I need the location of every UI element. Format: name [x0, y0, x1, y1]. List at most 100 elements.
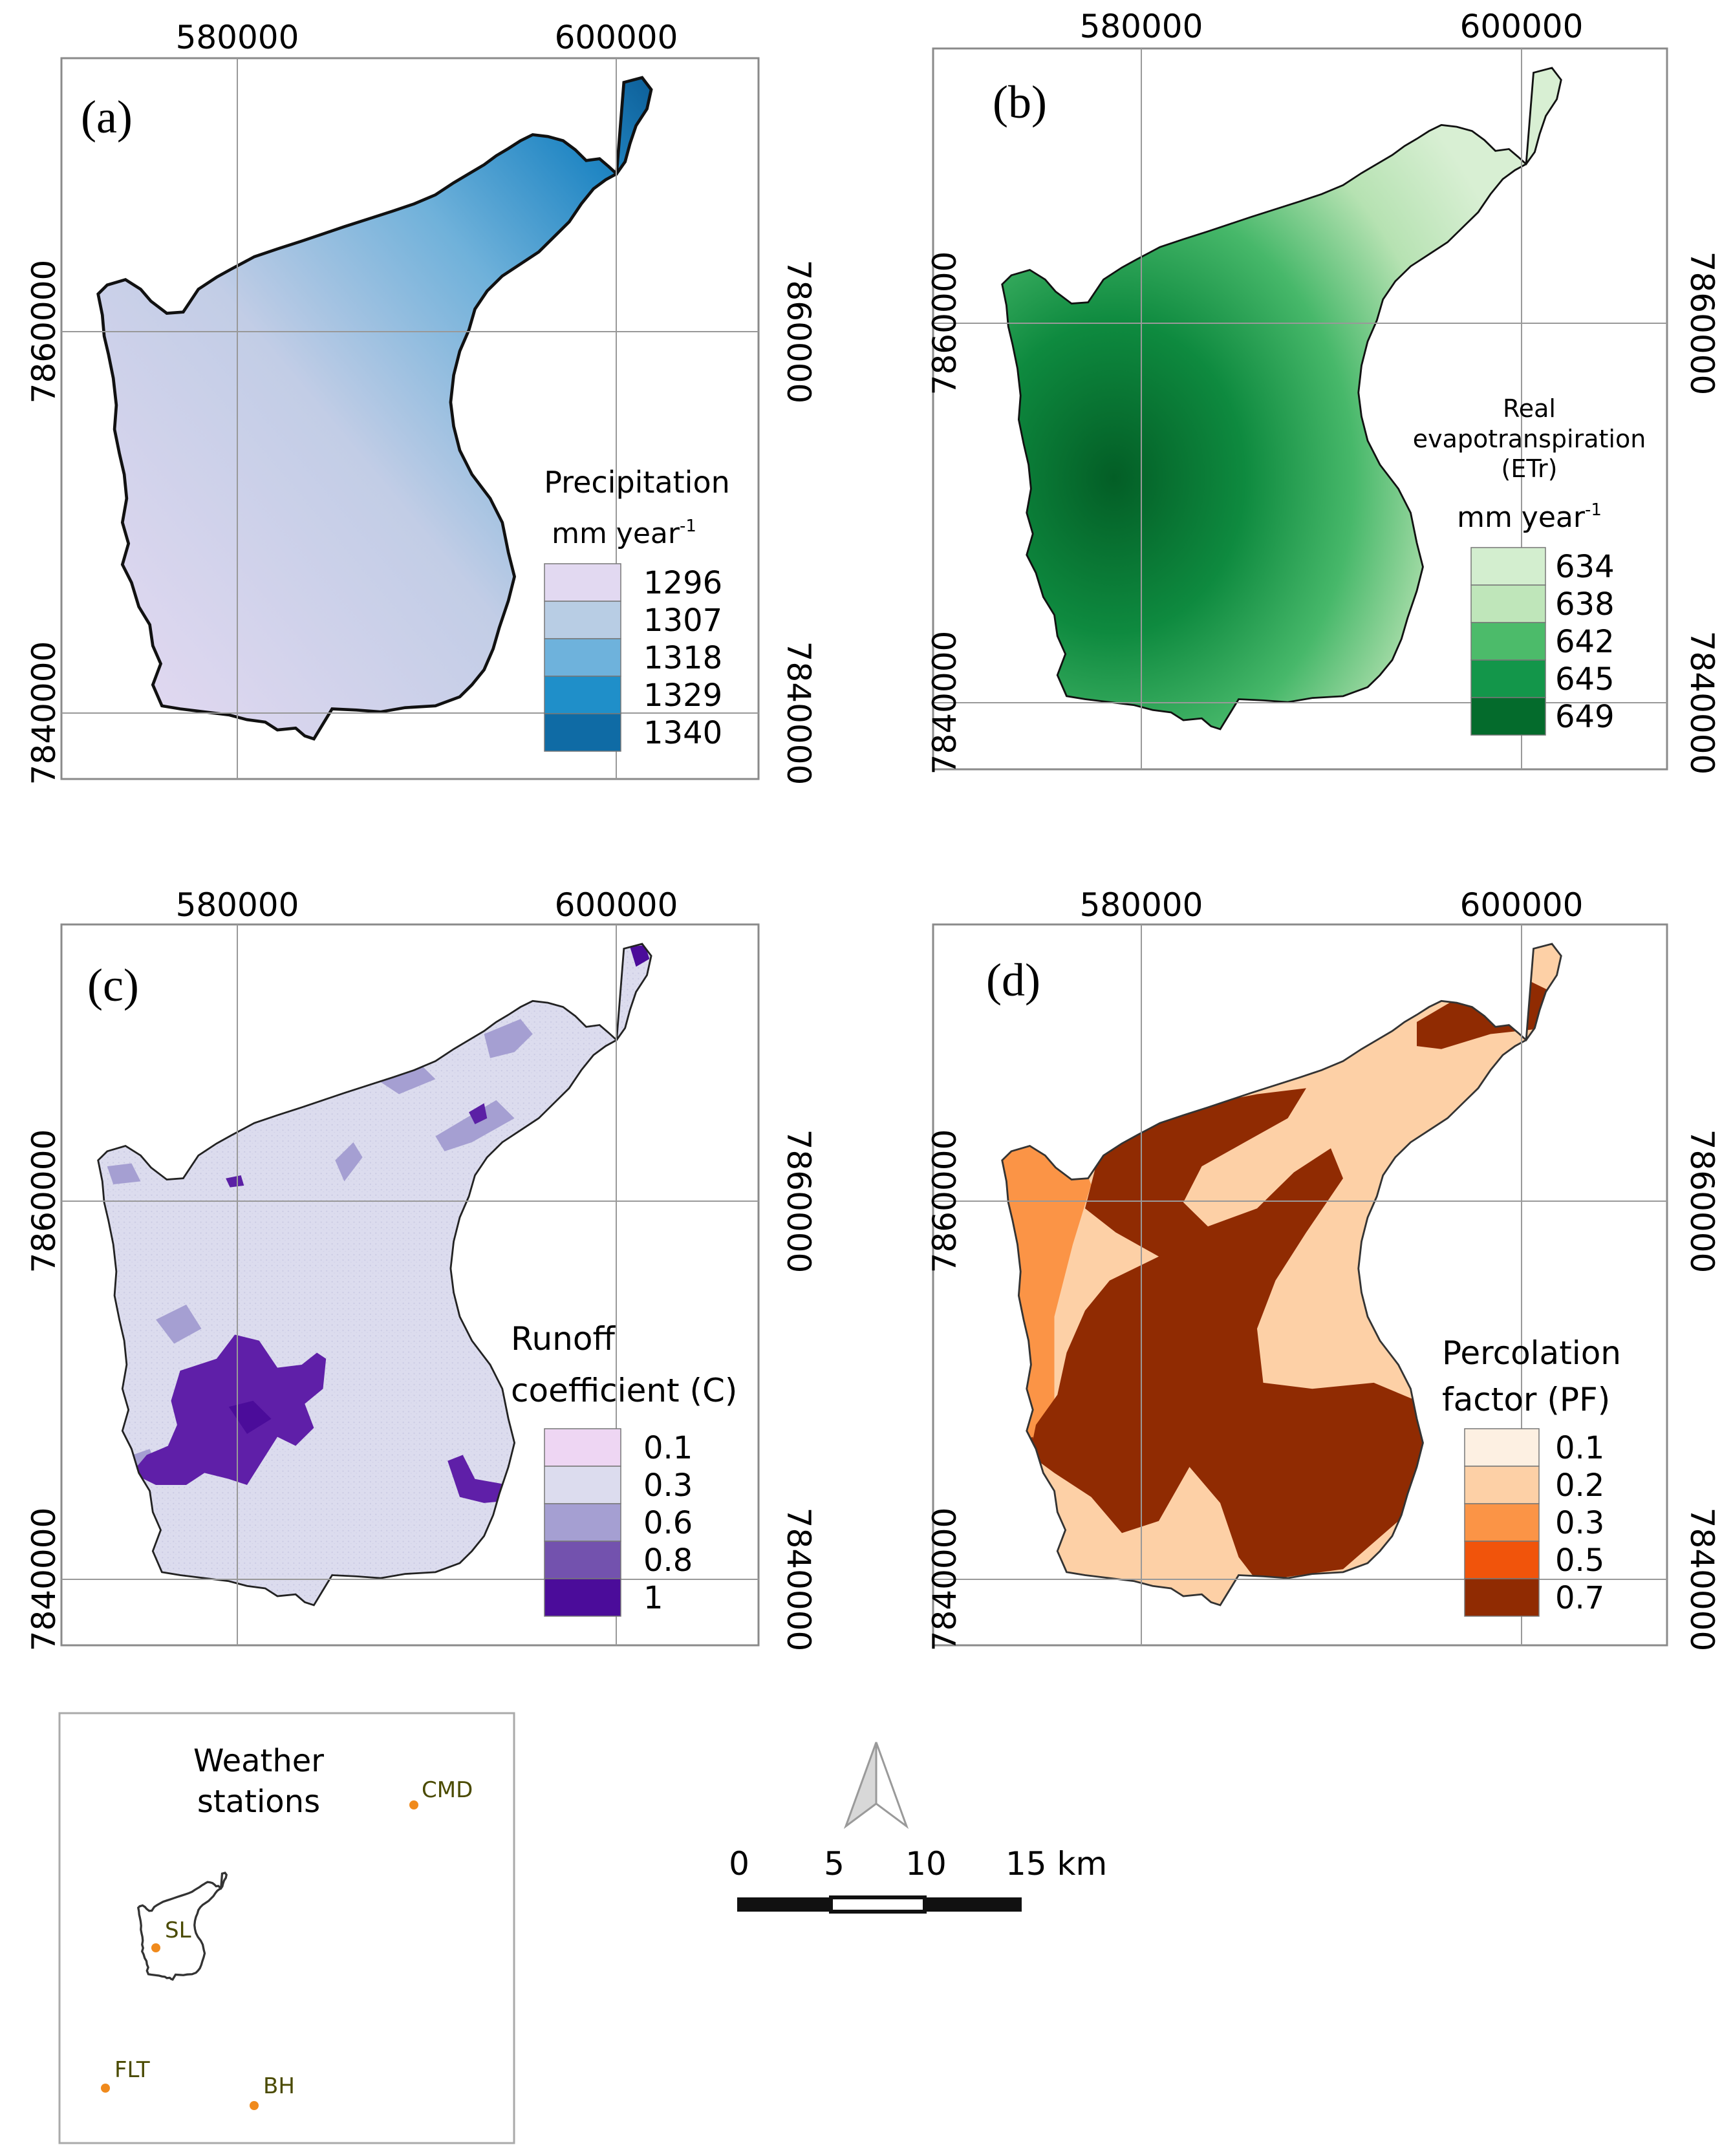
legend-class-label: 645 [1555, 661, 1615, 698]
scale-segment [737, 1897, 831, 1912]
legend-class-label: 0.5 [1555, 1542, 1604, 1579]
panel-c: (c) 580000 600000 7860000 7840000 786000… [25, 886, 817, 1651]
weather-stations-inset: Weather stations CMD SL FLT BH [58, 1712, 515, 2144]
y-coord-label-left: 7860000 [926, 251, 963, 396]
scale-bar: 0 5 10 15 km [729, 1845, 1107, 1914]
legend-class-label: 0.6 [643, 1505, 693, 1541]
legend-class-label: 0.7 [1555, 1580, 1604, 1616]
svg-text:FLT: FLT [114, 2057, 150, 2083]
x-coord-label: 600000 [1460, 886, 1584, 924]
x-coord-label: 580000 [1080, 886, 1203, 924]
scale-segment [829, 1895, 927, 1914]
scale-tick-label: 10 [905, 1845, 947, 1883]
panel-label: (b) [993, 76, 1047, 128]
station-marker: SL [151, 1917, 191, 1952]
y-coord-label-left: 7840000 [25, 1508, 63, 1652]
legend-class-label: 0.8 [643, 1542, 693, 1579]
legend-unit: mm year-1 [552, 517, 696, 550]
panel-d: (d) 580000 600000 7860000 7840000 786000… [926, 886, 1721, 1651]
station-marker: CMD [409, 1777, 473, 1809]
legend-swatch [1470, 547, 1546, 586]
legend-class-label: 638 [1555, 586, 1615, 623]
scale-tick-label: 5 [824, 1845, 845, 1883]
legend-class-label: 1318 [643, 640, 722, 676]
inset-title: Weather [193, 1743, 324, 1779]
y-coord-label-right: 7860000 [780, 260, 817, 404]
x-coord-label: 600000 [555, 19, 678, 56]
legend-title: Runoff [511, 1320, 616, 1358]
y-coord-label-left: 7840000 [926, 631, 963, 775]
panel-label: (d) [986, 954, 1040, 1006]
legend-class-label: 0.1 [643, 1430, 693, 1466]
legend-class-label: 0.2 [1555, 1468, 1604, 1504]
y-coord-label-right: 7840000 [1683, 631, 1721, 775]
svg-text:CMD: CMD [422, 1777, 473, 1803]
y-coord-label-right: 7840000 [1683, 1508, 1721, 1652]
legend-swatch [1470, 697, 1546, 736]
x-coord-label: 580000 [1080, 8, 1203, 45]
y-coord-label-left: 7840000 [926, 1508, 963, 1652]
legend-swatch [544, 638, 621, 677]
y-coord-label-left: 7860000 [25, 1129, 63, 1274]
y-coord-label-left: 7860000 [926, 1129, 963, 1274]
legend-swatch [1464, 1428, 1540, 1467]
x-coord-label: 600000 [1460, 8, 1584, 45]
legend-class-label: 649 [1555, 699, 1615, 735]
legend-swatch [544, 676, 621, 714]
legend-swatch [1470, 659, 1546, 698]
legend-title: factor (PF) [1442, 1381, 1610, 1418]
x-coord-label: 580000 [176, 19, 299, 56]
legend: Percolation factor (PF) 0.1 0.2 0.3 0.5 … [1442, 1334, 1621, 1617]
north-arrow-icon [843, 1742, 909, 1830]
y-coord-label-right: 7860000 [1683, 251, 1721, 396]
y-coord-label-right: 7860000 [1683, 1129, 1721, 1274]
panel-label: (c) [87, 959, 139, 1011]
legend-swatch [544, 713, 621, 752]
inset-title: stations [197, 1784, 320, 1820]
legend-swatch [1464, 1578, 1540, 1617]
scale-tick-label: 15 km [1006, 1845, 1107, 1883]
inset-frame [58, 1712, 515, 2144]
legend-class-label: 0.1 [1555, 1430, 1604, 1466]
y-coord-label-left: 7860000 [25, 260, 63, 404]
legend-swatch [544, 1466, 621, 1504]
legend-swatch [544, 1541, 621, 1579]
legend: Precipitation mm year-1 1296 1307 1318 1… [544, 465, 730, 752]
svg-text:BH: BH [263, 2073, 295, 2099]
legend-title: Real [1503, 394, 1556, 423]
legend-title: (ETr) [1501, 454, 1558, 483]
svg-text:SL: SL [165, 1917, 191, 1943]
legend-swatch [1470, 622, 1546, 661]
station-marker: FLT [101, 2057, 150, 2093]
scale-tick-label: 0 [729, 1845, 749, 1883]
legend-swatch [1470, 584, 1546, 623]
y-coord-label-right: 7860000 [780, 1129, 817, 1274]
x-coord-label: 580000 [176, 886, 299, 924]
legend: Real evapotranspiration (ETr) mm year-1 … [1413, 394, 1646, 736]
panel-a: (a) 580000 600000 7860000 7840000 786000… [25, 19, 817, 785]
y-coord-label-right: 7840000 [780, 641, 817, 785]
legend-class-label: 1296 [643, 565, 722, 601]
legend-title: Percolation [1442, 1334, 1621, 1372]
legend-class-label: 634 [1555, 549, 1615, 585]
legend-class-label: 1 [643, 1580, 663, 1616]
panel-label: (a) [81, 91, 133, 143]
legend-swatch [1464, 1466, 1540, 1504]
legend-title: evapotranspiration [1413, 425, 1646, 453]
legend-swatch [544, 563, 621, 602]
legend-swatch [544, 1578, 621, 1617]
legend-class-label: 0.3 [1555, 1505, 1604, 1541]
legend-swatch [544, 1503, 621, 1542]
legend-class-label: 1340 [643, 715, 722, 751]
y-coord-label-right: 7840000 [780, 1508, 817, 1652]
legend-class-label: 1329 [643, 678, 722, 714]
legend-swatch [544, 601, 621, 639]
legend-title: coefficient (C) [511, 1372, 737, 1409]
legend-unit: mm year-1 [1457, 500, 1602, 534]
legend-class-label: 1307 [643, 603, 722, 639]
legend: Runoff coefficient (C) 0.1 0.3 0.6 0.8 1 [511, 1320, 737, 1617]
legend-swatch [1464, 1541, 1540, 1579]
y-coord-label-left: 7840000 [25, 641, 63, 785]
legend-swatch [1464, 1503, 1540, 1542]
